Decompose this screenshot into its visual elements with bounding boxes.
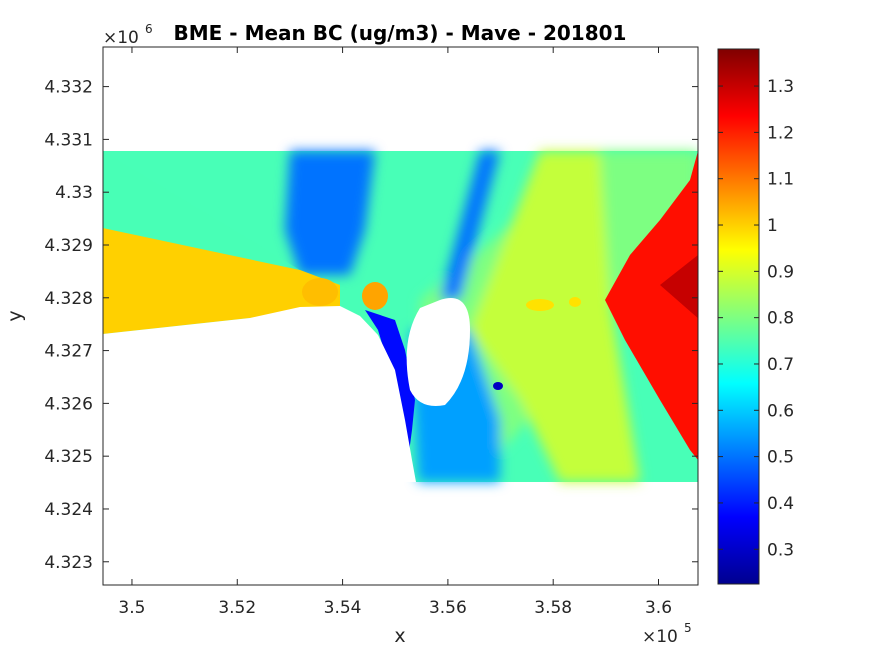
x-tick-label: 3.56	[429, 598, 467, 618]
y-tick-label: 4.323	[44, 553, 93, 573]
heatmap-smooth-layer	[285, 151, 698, 482]
x-tick-label: 3.58	[534, 598, 572, 618]
nodata-mask-hole	[406, 298, 470, 406]
plot-frame	[102, 46, 699, 586]
x-exponent-power: 5	[684, 621, 692, 635]
hotspot-orange-1	[302, 278, 338, 306]
region-east-red-front	[605, 151, 698, 460]
region-north-diagonal-blue	[440, 151, 500, 300]
colorbar-tick-label: 0.5	[767, 448, 794, 468]
y-tick-label: 4.331	[44, 130, 93, 150]
colorbar-tick-label: 1.3	[767, 77, 794, 97]
x-axis-label: x	[394, 625, 405, 647]
y-tick-label: 4.329	[44, 236, 93, 256]
region-west-transition	[103, 151, 300, 270]
colorbar-tick-label: 0.9	[767, 262, 794, 282]
y-exponent: ×10 6	[103, 22, 153, 48]
x-tick-label: 3.52	[218, 598, 256, 618]
colorbar-tick-label: 0.4	[767, 494, 794, 514]
x-tick-label: 3.54	[324, 598, 362, 618]
hotspot-orange-4	[569, 297, 581, 307]
nodata-mask-southwest	[103, 306, 416, 482]
y-axis-label: y	[4, 310, 26, 321]
x-exponent: ×10 5	[642, 621, 692, 647]
x-exponent-base: ×10	[642, 627, 678, 647]
hotspot-orange-3	[526, 299, 554, 311]
y-tick-label: 4.326	[44, 394, 93, 414]
colorbar-tick-label: 1.2	[767, 123, 794, 143]
y-tick-label: 4.325	[44, 447, 93, 467]
region-north-blue-plume	[285, 151, 375, 275]
y-axis: 4.323 4.324 4.325 4.326 4.327 4.328 4.329 4.33 4…	[44, 78, 698, 573]
colorbar-frame	[717, 48, 760, 585]
colorbar-tick-label: 0.3	[767, 540, 794, 560]
region-east-yellow	[470, 151, 640, 482]
colorbar	[718, 49, 759, 584]
y-exponent-power: 6	[145, 22, 153, 36]
y-exponent-base: ×10	[103, 28, 139, 48]
region-east-dark-red-core	[660, 255, 698, 319]
x-axis: 3.5 3.52 3.54 3.56 3.58 3.6	[118, 47, 672, 618]
x-tick-label: 3.5	[118, 598, 145, 618]
y-tick-label: 4.33	[55, 183, 93, 203]
y-tick-label: 4.328	[44, 289, 93, 309]
chart-title: BME - Mean BC (ug/m3) - Mave - 201801	[174, 21, 627, 45]
colorbar-tick-label: 0.7	[767, 355, 794, 375]
x-tick-label: 3.6	[645, 598, 672, 618]
colorbar-tick-label: 0.8	[767, 309, 794, 329]
heatmap-field	[103, 151, 698, 482]
y-tick-label: 4.332	[44, 78, 93, 98]
colorbar-tick-label: 0.6	[767, 401, 794, 421]
hotspot-blue	[493, 382, 503, 390]
colorbar-ticks: 0.3 0.4 0.5 0.6 0.7 0.8 0.9 1 1.1 1.2 1.3	[718, 77, 794, 560]
y-tick-label: 4.327	[44, 342, 93, 362]
hotspot-orange-2	[362, 282, 388, 310]
colorbar-tick-label: 1.1	[767, 170, 794, 190]
colorbar-tick-label: 1	[767, 216, 778, 236]
y-tick-label: 4.324	[44, 500, 93, 520]
region-west-orange-wedge	[103, 228, 340, 334]
